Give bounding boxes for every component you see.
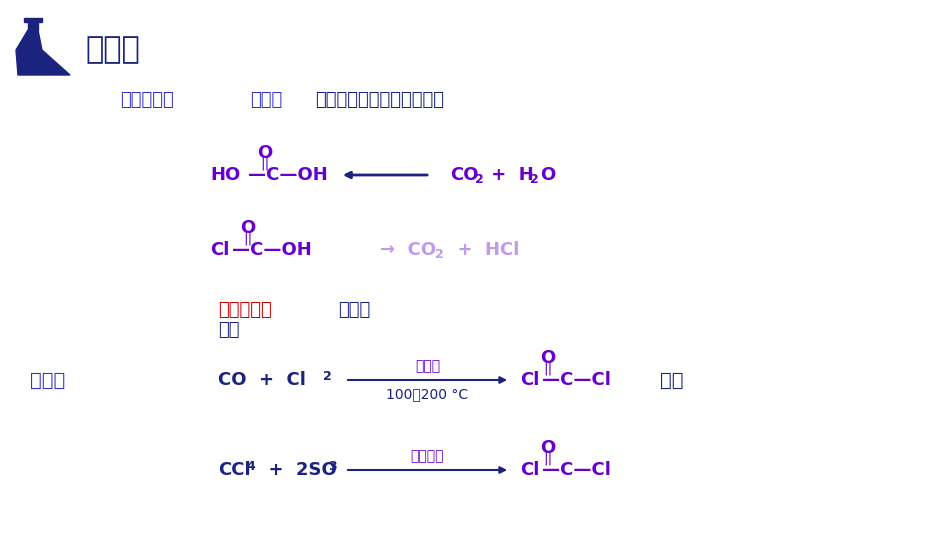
Text: CO: CO xyxy=(450,166,479,184)
Text: 二元酸: 二元酸 xyxy=(250,91,282,109)
Text: 2: 2 xyxy=(435,248,444,261)
Text: 发烟硫酸: 发烟硫酸 xyxy=(410,449,445,463)
Text: +  2SO: + 2SO xyxy=(256,461,336,479)
Text: ||: || xyxy=(543,361,553,375)
Text: 光气: 光气 xyxy=(660,371,683,389)
Bar xyxy=(28,20,38,30)
Text: ||: || xyxy=(243,231,253,245)
Text: Cl: Cl xyxy=(520,461,540,479)
Text: CCl: CCl xyxy=(218,461,251,479)
Text: ，很不稳定，易受热分解。: ，很不稳定，易受热分解。 xyxy=(315,91,444,109)
Text: 4: 4 xyxy=(246,460,255,472)
Text: ||: || xyxy=(260,156,270,170)
Text: 3: 3 xyxy=(328,460,336,472)
Text: 100～200 °C: 100～200 °C xyxy=(387,387,468,401)
Text: 活性炭: 活性炭 xyxy=(415,359,440,373)
Text: CO  +  Cl: CO + Cl xyxy=(218,371,306,389)
Text: 制备：: 制备： xyxy=(30,371,66,389)
Text: Cl: Cl xyxy=(520,371,540,389)
Text: O: O xyxy=(240,219,256,237)
Text: O: O xyxy=(257,144,273,162)
Text: —C—OH: —C—OH xyxy=(232,241,312,259)
Polygon shape xyxy=(16,30,70,75)
Text: —C—OH: —C—OH xyxy=(248,166,328,184)
Text: 2: 2 xyxy=(530,172,539,186)
Text: （氯甲: （氯甲 xyxy=(338,301,370,319)
Text: —C—Cl: —C—Cl xyxy=(542,461,611,479)
Text: →  CO: → CO xyxy=(380,241,436,259)
Text: 碳酸单酰氯: 碳酸单酰氯 xyxy=(218,301,272,319)
Text: +  HCl: + HCl xyxy=(445,241,520,259)
Bar xyxy=(24,18,42,22)
Text: 碳酰氯: 碳酰氯 xyxy=(85,35,140,65)
Text: 2: 2 xyxy=(475,172,484,186)
Text: 酸）: 酸） xyxy=(218,321,239,339)
Text: 2: 2 xyxy=(323,370,332,383)
Text: O: O xyxy=(541,349,556,367)
Text: O: O xyxy=(540,166,555,184)
Text: 碳酸是一个: 碳酸是一个 xyxy=(120,91,174,109)
Text: O: O xyxy=(541,439,556,457)
Text: Cl: Cl xyxy=(210,241,229,259)
Text: HO: HO xyxy=(210,166,240,184)
Text: +  H: + H xyxy=(485,166,534,184)
Text: —C—Cl: —C—Cl xyxy=(542,371,611,389)
Text: ||: || xyxy=(543,451,553,465)
